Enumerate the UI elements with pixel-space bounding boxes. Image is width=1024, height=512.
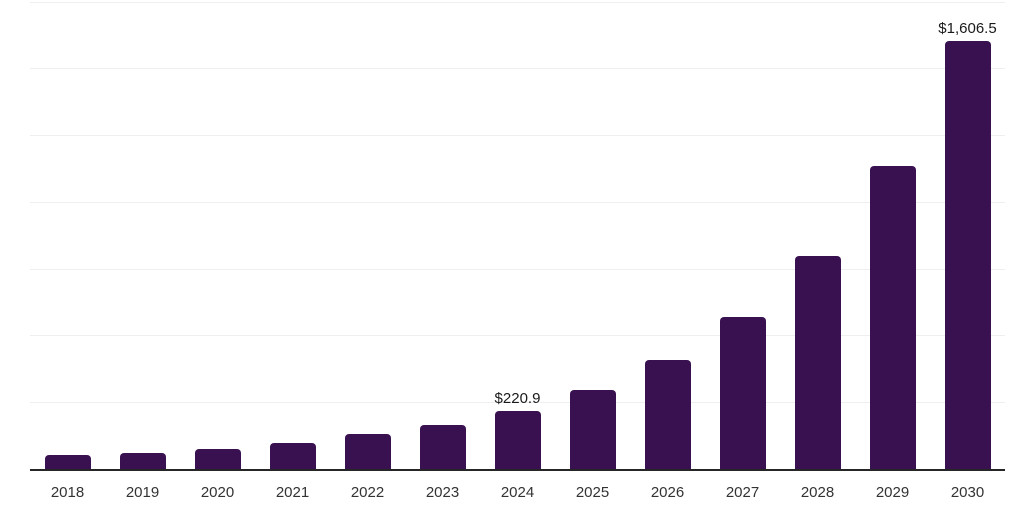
bar-slot-2028 xyxy=(780,0,855,470)
bar-2027 xyxy=(719,317,766,470)
bar-2024 xyxy=(494,411,541,470)
x-tick-2024: 2024 xyxy=(500,484,535,501)
bar-2028 xyxy=(794,255,841,470)
bar-2025 xyxy=(569,390,616,470)
bar-2022 xyxy=(344,434,391,470)
bar-2030 xyxy=(944,40,991,470)
bar-slot-2026 xyxy=(630,0,705,470)
data-label-2024: $220.9 xyxy=(494,390,541,408)
x-axis-line xyxy=(30,469,1005,471)
x-tick-2023: 2023 xyxy=(425,484,460,501)
bar-2018 xyxy=(44,455,91,470)
gridline xyxy=(30,1,1005,3)
bar-slot-2022 xyxy=(330,0,405,470)
gridline xyxy=(30,268,1005,270)
x-tick-2029: 2029 xyxy=(875,484,910,501)
x-tick-2021: 2021 xyxy=(275,484,310,501)
bars-container: $220.9 $1,606.5 xyxy=(30,0,1005,470)
gridline xyxy=(30,402,1005,404)
bar-2026 xyxy=(644,360,691,470)
x-tick-2022: 2022 xyxy=(350,484,385,501)
x-tick-2030: 2030 xyxy=(950,484,985,501)
bar-slot-2021 xyxy=(255,0,330,470)
bar-2023 xyxy=(419,425,466,470)
bar-2029 xyxy=(869,165,916,470)
gridline xyxy=(30,135,1005,137)
data-label-2030: $1,606.5 xyxy=(938,19,997,37)
bar-slot-2020 xyxy=(180,0,255,470)
bar-2019 xyxy=(119,452,166,470)
bar-slot-2027 xyxy=(705,0,780,470)
bar-slot-2030: $1,606.5 xyxy=(930,0,1005,470)
x-tick-2026: 2026 xyxy=(650,484,685,501)
x-tick-2020: 2020 xyxy=(200,484,235,501)
bar-2021 xyxy=(269,443,316,470)
plot-area: $220.9 $1,606.5 xyxy=(30,0,1005,471)
x-axis-labels: 2018 2019 2020 2021 2022 2023 2024 2025 2026 2027… xyxy=(30,471,1005,512)
x-tick-2019: 2019 xyxy=(125,484,160,501)
gridline xyxy=(30,335,1005,337)
bar-2020 xyxy=(194,448,241,470)
bar-slot-2019 xyxy=(105,0,180,470)
bar-slot-2029 xyxy=(855,0,930,470)
gridline xyxy=(30,201,1005,203)
bar-slot-2024: $220.9 xyxy=(480,0,555,470)
x-tick-2027: 2027 xyxy=(725,484,760,501)
x-tick-2025: 2025 xyxy=(575,484,610,501)
bar-slot-2023 xyxy=(405,0,480,470)
bar-slot-2018 xyxy=(30,0,105,470)
gridline xyxy=(30,68,1005,70)
x-tick-2028: 2028 xyxy=(800,484,835,501)
bar-slot-2025 xyxy=(555,0,630,470)
x-tick-2018: 2018 xyxy=(50,484,85,501)
